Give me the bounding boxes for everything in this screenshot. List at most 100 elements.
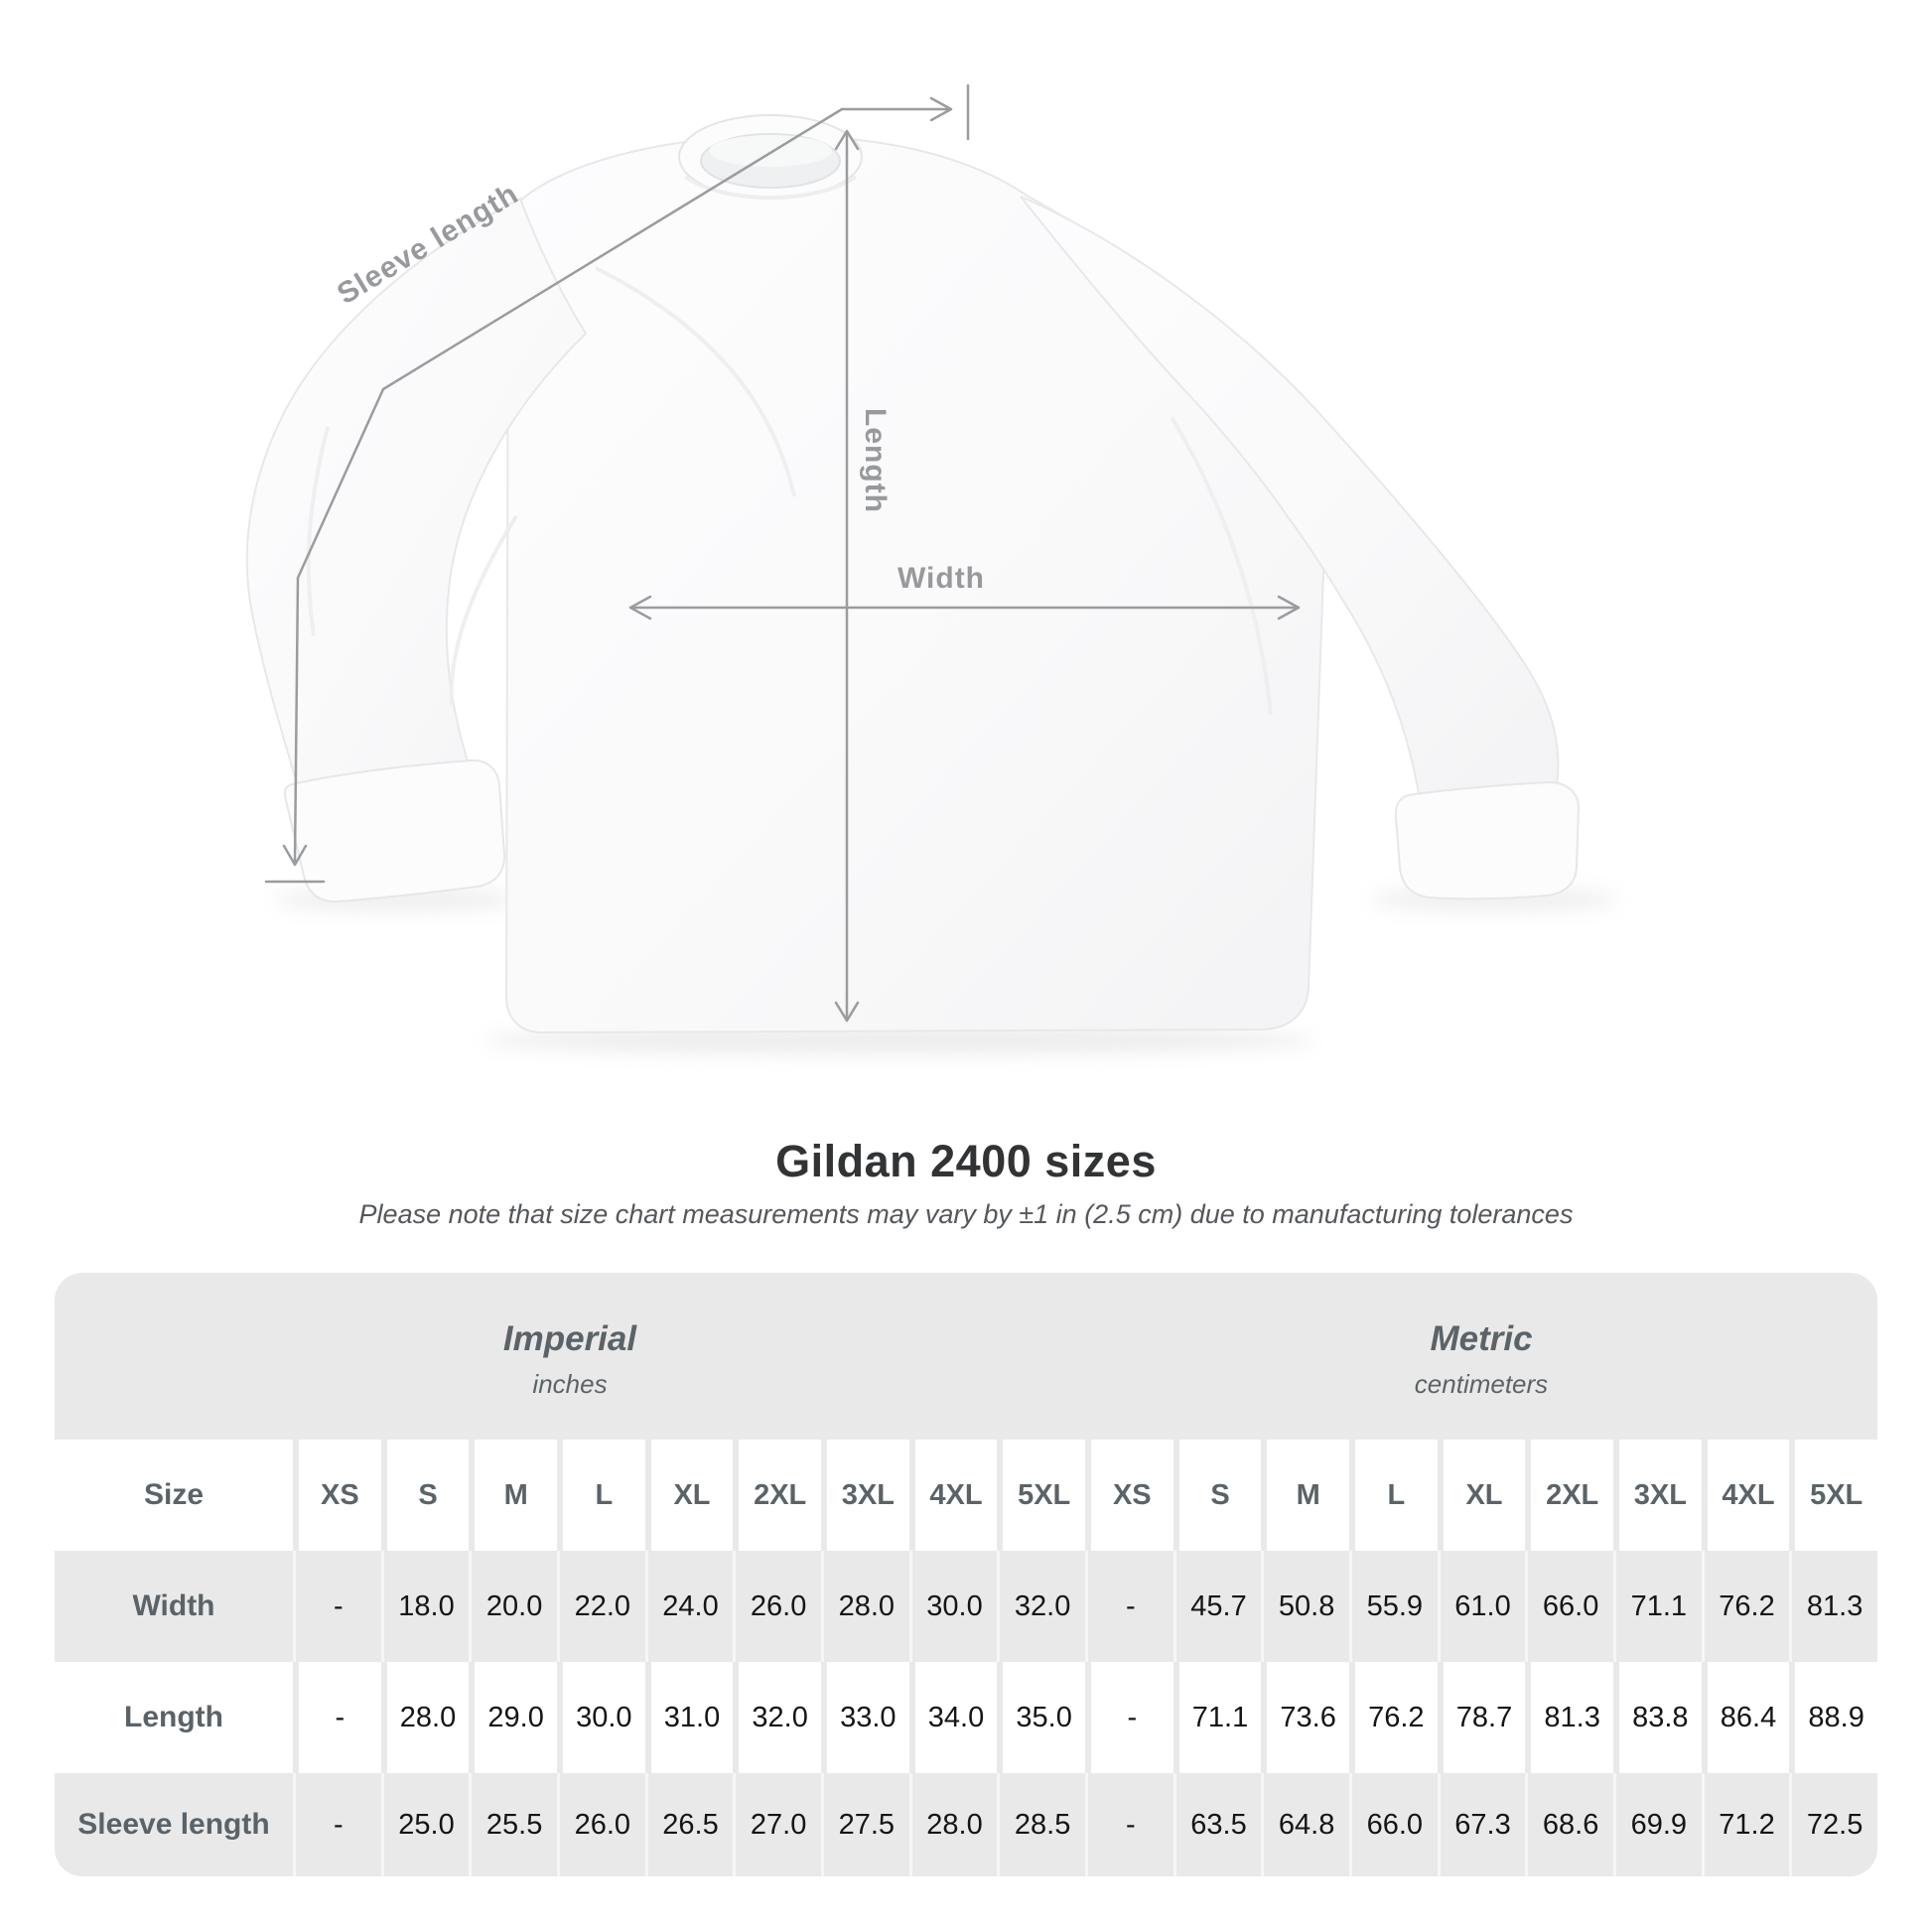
size-header-row: Size XS S M L XL 2XL 3XL 4XL 5XL XS S M …: [55, 1440, 1877, 1551]
row-label: Length: [55, 1662, 293, 1773]
table-cell: 81.3: [1525, 1662, 1613, 1773]
table-cell: 64.8: [1261, 1773, 1349, 1876]
table-cell: 81.3: [1789, 1551, 1877, 1662]
size-header-cell: S: [380, 1440, 470, 1551]
table-cell: 72.5: [1789, 1773, 1877, 1876]
table-cell: 35.0: [997, 1662, 1085, 1773]
table-cell: 50.8: [1261, 1551, 1349, 1662]
table-cell: 30.0: [908, 1551, 998, 1662]
table-cell: 24.0: [644, 1551, 734, 1662]
table-cell: -: [1084, 1662, 1173, 1773]
table-cell: 78.7: [1437, 1662, 1526, 1773]
table-cell: 22.0: [556, 1551, 645, 1662]
table-cell: 55.9: [1348, 1551, 1438, 1662]
size-header-cell: S: [1173, 1440, 1262, 1551]
table-cell: 71.2: [1701, 1773, 1790, 1876]
table-cell: -: [293, 1773, 381, 1876]
table-cell: 32.0: [733, 1662, 821, 1773]
table-cell: 30.0: [556, 1662, 645, 1773]
size-header-cell: 2XL: [1525, 1440, 1613, 1551]
metric-header: Metric centimeters: [1085, 1273, 1877, 1440]
table-cell: 76.2: [1348, 1662, 1438, 1773]
size-corner-cell: Size: [55, 1440, 293, 1551]
shirt-diagram: Sleeve length Length Width: [245, 83, 1618, 1054]
table-cell: 27.5: [820, 1773, 909, 1876]
width-label: Width: [897, 562, 985, 595]
page-title: Gildan 2400 sizes: [775, 1136, 1157, 1186]
metric-label: Metric: [1430, 1318, 1533, 1358]
table-cell: 31.0: [644, 1662, 734, 1773]
table-cell: 26.0: [556, 1773, 645, 1876]
shirt-right-cuff: [1394, 780, 1581, 900]
table-cell: -: [293, 1551, 381, 1662]
size-header-cell: 4XL: [1701, 1440, 1790, 1551]
size-header-cell: M: [469, 1440, 557, 1551]
table-cell: -: [293, 1662, 381, 1773]
imperial-header: Imperial inches: [55, 1273, 1085, 1440]
table-cell: 25.5: [469, 1773, 557, 1876]
size-header-cell: L: [556, 1440, 645, 1551]
width-measure: [628, 595, 1301, 621]
page-subtitle: Please note that size chart measurements…: [358, 1199, 1574, 1229]
length-measure: [834, 129, 860, 1023]
table-cell: -: [1084, 1773, 1173, 1876]
table-cell: 28.0: [380, 1662, 470, 1773]
size-header-cell: 3XL: [1612, 1440, 1702, 1551]
row-label: Sleeve length: [77, 1808, 270, 1841]
table-cell: 26.5: [644, 1773, 734, 1876]
table-cell: 71.1: [1173, 1662, 1262, 1773]
table-cell: 71.1: [1612, 1551, 1702, 1662]
size-header-cell: 2XL: [733, 1440, 821, 1551]
size-header-cell: L: [1348, 1440, 1438, 1551]
sleeve-length-measure: [264, 83, 970, 884]
shirt-folds: [306, 175, 1273, 716]
table-cell: 29.0: [469, 1662, 557, 1773]
table-cell: 45.7: [1173, 1551, 1262, 1662]
shirt-left-cuff: [283, 759, 506, 903]
size-header-cell: 5XL: [1789, 1440, 1877, 1551]
table-cell: 68.6: [1525, 1773, 1613, 1876]
table-cell: 27.0: [733, 1773, 821, 1876]
table-cell: 88.9: [1789, 1662, 1877, 1773]
table-cell: 86.4: [1701, 1662, 1790, 1773]
table-cell: 61.0: [1437, 1551, 1526, 1662]
length-row: Length - 28.0 29.0 30.0 31.0 32.0 33.0 3…: [55, 1662, 1877, 1773]
row-label: Width: [132, 1589, 215, 1622]
size-header-cell: 5XL: [997, 1440, 1085, 1551]
imperial-label: Imperial: [502, 1318, 637, 1358]
table-cell: 66.0: [1525, 1551, 1613, 1662]
size-header-cell: XS: [293, 1440, 381, 1551]
table-cell: 25.0: [380, 1773, 470, 1876]
size-header-cell: 4XL: [908, 1440, 998, 1551]
table-cell: 33.0: [820, 1662, 909, 1773]
table-cell: 76.2: [1701, 1551, 1790, 1662]
table-cell: 32.0: [997, 1551, 1085, 1662]
measurement-lines: [264, 83, 1301, 1023]
metric-unit: centimeters: [1414, 1368, 1549, 1399]
table-cell: 67.3: [1437, 1773, 1526, 1876]
table-cell: 28.5: [997, 1773, 1085, 1876]
size-header-cell: M: [1261, 1440, 1349, 1551]
unit-header-band: Imperial inches Metric centimeters: [55, 1273, 1877, 1440]
table-cell: 83.8: [1612, 1662, 1702, 1773]
table-cell: 26.0: [733, 1551, 821, 1662]
length-label: Length: [859, 408, 892, 513]
table-cell: 18.0: [380, 1551, 470, 1662]
table-cell: 28.0: [908, 1773, 998, 1876]
table-cell: 20.0: [469, 1551, 557, 1662]
table-cell: 66.0: [1348, 1773, 1438, 1876]
table-cell: 73.6: [1261, 1662, 1349, 1773]
size-header-cell: XL: [644, 1440, 734, 1551]
size-header-cell: 3XL: [820, 1440, 909, 1551]
width-row: Width - 18.0 20.0 22.0 24.0 26.0 28.0 30…: [55, 1551, 1877, 1662]
size-header-cell: XL: [1437, 1440, 1526, 1551]
imperial-unit: inches: [532, 1368, 608, 1399]
table-cell: 34.0: [908, 1662, 998, 1773]
table-cell: 63.5: [1173, 1773, 1262, 1876]
size-table: Imperial inches Metric centimeters Size …: [55, 1273, 1877, 1876]
table-cell: -: [1084, 1551, 1173, 1662]
table-cell: 28.0: [820, 1551, 909, 1662]
size-header-cell: XS: [1084, 1440, 1173, 1551]
table-cell: 69.9: [1612, 1773, 1702, 1876]
